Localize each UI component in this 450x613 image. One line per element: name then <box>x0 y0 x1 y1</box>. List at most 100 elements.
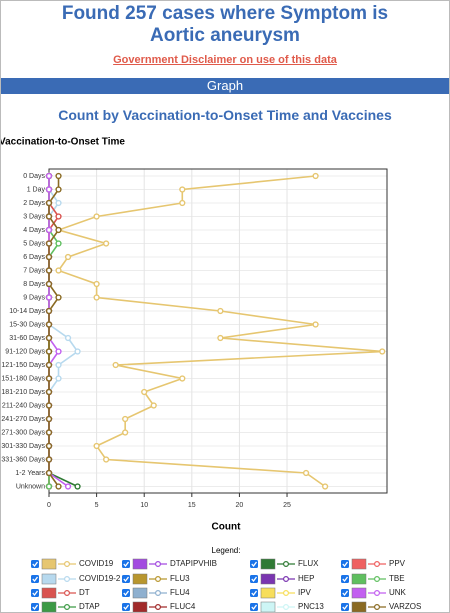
data-point <box>45 334 53 342</box>
legend-label: FLUC4 <box>170 602 196 611</box>
legend-marker <box>63 603 70 610</box>
legend-label: UNK <box>389 588 407 597</box>
data-point <box>55 361 62 369</box>
y-tick-label: 8 Days <box>23 281 45 288</box>
legend-marker <box>63 560 70 567</box>
y-tick-label: 331-360 Days <box>1 456 45 463</box>
legend-checkbox[interactable] <box>341 603 349 611</box>
legend-label: PPV <box>389 559 406 568</box>
legend-check[interactable] <box>251 604 258 611</box>
data-point <box>45 456 53 463</box>
legend-check[interactable] <box>342 590 349 597</box>
legend-checkbox[interactable] <box>250 575 258 583</box>
data-point <box>55 172 62 180</box>
legend-swatch <box>132 587 148 599</box>
legend-check[interactable] <box>32 604 39 611</box>
plot-area <box>49 169 387 493</box>
legend-check[interactable] <box>342 561 349 568</box>
legend-check[interactable] <box>32 561 39 568</box>
legend-checkbox[interactable] <box>122 589 130 597</box>
x-axis-title: Count <box>212 522 242 533</box>
legend-marker <box>283 603 290 610</box>
data-point <box>45 294 53 301</box>
data-point <box>45 226 53 234</box>
legend-checkbox[interactable] <box>31 560 39 568</box>
data-point <box>45 429 53 436</box>
data-point <box>122 415 129 423</box>
legend-checkbox[interactable] <box>31 603 39 611</box>
legend-marker <box>155 575 162 582</box>
legend-checkbox[interactable] <box>122 560 130 568</box>
legend-checkbox[interactable] <box>122 575 130 583</box>
data-point <box>45 402 53 409</box>
data-point <box>45 172 53 180</box>
data-point <box>55 348 62 355</box>
y-tick-label: 181-210 Days <box>1 389 45 396</box>
y-tick-label: Unknown <box>16 483 45 490</box>
data-point <box>64 253 72 261</box>
legend-marker <box>283 560 290 567</box>
data-point <box>45 361 53 369</box>
legend-checkbox[interactable] <box>31 589 39 597</box>
legend-checkbox[interactable] <box>341 560 349 568</box>
legend-check[interactable] <box>342 576 349 583</box>
legend-check[interactable] <box>251 576 258 583</box>
data-point <box>103 456 110 463</box>
legend-marker <box>374 603 381 610</box>
y-tick-label: 4 Days <box>23 227 45 234</box>
legend-label: DT <box>79 588 90 597</box>
legend-check[interactable] <box>123 604 130 611</box>
legend-checkbox[interactable] <box>341 589 349 597</box>
chart-title: Count by Vaccination-to-Onset Time and V… <box>58 107 392 123</box>
legend-check[interactable] <box>32 590 39 597</box>
legend-check[interactable] <box>251 561 258 568</box>
legend-check[interactable] <box>123 590 130 597</box>
data-point <box>45 469 53 477</box>
data-point <box>322 483 329 490</box>
legend-checkbox[interactable] <box>122 603 130 611</box>
data-point <box>45 240 53 247</box>
legend-marker <box>374 575 381 582</box>
y-tick-label: 3 Days <box>23 213 45 220</box>
legend-title: Legend: <box>212 546 241 555</box>
data-point <box>74 483 81 490</box>
x-tick-label: 15 <box>188 502 196 509</box>
legend-checkbox[interactable] <box>341 575 349 583</box>
legend-check[interactable] <box>123 561 130 568</box>
legend-check[interactable] <box>342 604 349 611</box>
section-bar: Graph <box>1 78 449 94</box>
disclaimer-link[interactable]: Government Disclaimer on use of this dat… <box>113 54 337 66</box>
x-tick-label: 5 <box>95 502 99 509</box>
legend-checkbox[interactable] <box>250 603 258 611</box>
y-tick-label: 31-60 Days <box>9 335 45 342</box>
legend-marker <box>374 589 381 596</box>
legend-checkbox[interactable] <box>250 560 258 568</box>
legend-marker <box>155 603 162 610</box>
data-point <box>379 348 386 355</box>
data-point <box>179 186 186 193</box>
legend-swatch <box>351 573 367 585</box>
legend-label: COVID19-2 <box>79 574 121 583</box>
page-title: Found 257 cases where Symptom is Aortic … <box>61 3 389 46</box>
legend-checkbox[interactable] <box>31 575 39 583</box>
data-point <box>302 469 310 477</box>
legend-check[interactable] <box>251 590 258 597</box>
y-axis-title: Vaccination-to-Onset Time <box>1 137 125 148</box>
y-tick-label: 211-240 Days <box>2 402 46 409</box>
legend-check[interactable] <box>32 576 39 583</box>
legend-marker <box>63 575 70 582</box>
legend-marker <box>155 589 162 596</box>
y-tick-label: 5 Days <box>23 240 45 247</box>
data-point <box>179 375 186 382</box>
y-tick-label: 9 Days <box>23 294 45 301</box>
legend-swatch <box>132 558 148 570</box>
data-point <box>64 483 72 490</box>
legend-label: DTAP <box>79 602 100 611</box>
legend-checkbox[interactable] <box>250 589 258 597</box>
legend-swatch <box>41 601 57 612</box>
legend-swatch <box>41 558 57 570</box>
data-point <box>150 402 157 409</box>
legend-check[interactable] <box>123 576 130 583</box>
data-point <box>45 280 53 288</box>
